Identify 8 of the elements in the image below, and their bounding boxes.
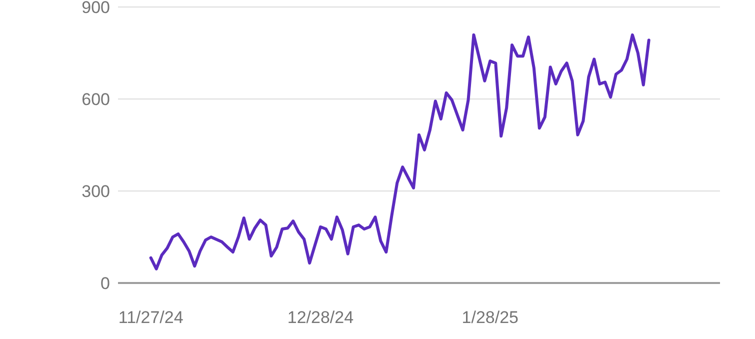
y-tick-label: 0 bbox=[100, 274, 110, 293]
x-tick-label: 12/28/24 bbox=[287, 308, 354, 327]
y-tick-label: 300 bbox=[82, 182, 110, 201]
x-tick-label: 11/27/24 bbox=[118, 308, 184, 327]
line-series bbox=[149, 33, 650, 270]
y-tick-label: 900 bbox=[82, 0, 110, 17]
x-tick-label: 1/28/25 bbox=[462, 308, 519, 327]
y-tick-label: 600 bbox=[82, 90, 110, 109]
